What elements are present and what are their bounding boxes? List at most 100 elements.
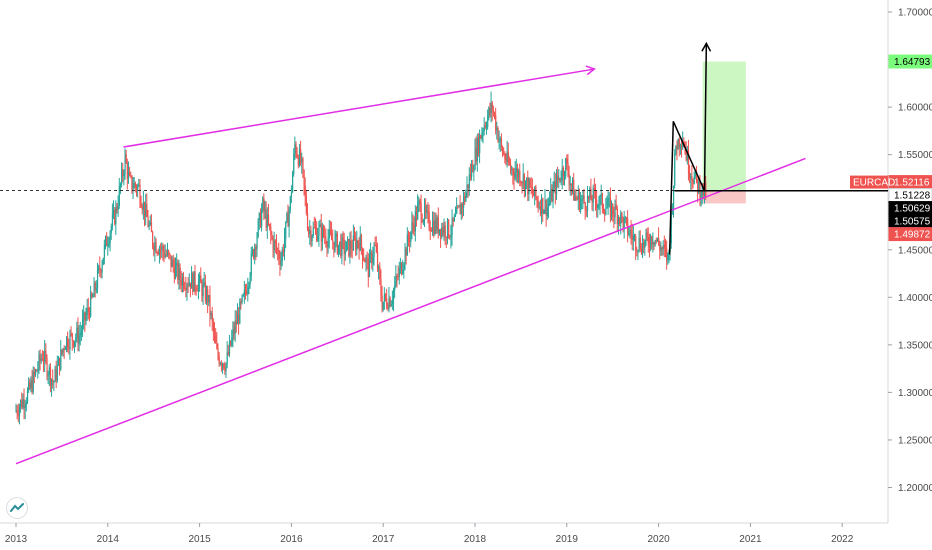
candle-body bbox=[555, 175, 558, 195]
candle-body bbox=[505, 159, 507, 162]
candle-body bbox=[528, 179, 530, 195]
candle-body bbox=[118, 186, 120, 206]
candle-body bbox=[28, 382, 30, 391]
candle-body bbox=[310, 230, 312, 242]
candle-body bbox=[95, 288, 98, 291]
candle-body bbox=[101, 264, 103, 273]
candle-body bbox=[160, 249, 162, 251]
candle-body bbox=[629, 229, 631, 234]
candle-body bbox=[418, 200, 420, 205]
candle-body bbox=[663, 244, 666, 248]
candle-body bbox=[531, 187, 534, 194]
candle-body bbox=[481, 132, 483, 139]
candle-body bbox=[591, 200, 593, 203]
candle-body bbox=[296, 154, 298, 158]
time-tick-label: 2015 bbox=[188, 534, 211, 545]
candle-body bbox=[153, 245, 155, 251]
time-axis[interactable]: 2013 2014 2015 2016 2017 2018 2019 2020 2021 2022 bbox=[5, 523, 854, 545]
candle-body bbox=[384, 293, 387, 299]
candle-body bbox=[373, 244, 375, 257]
candle-body bbox=[358, 243, 360, 251]
candle-body bbox=[212, 321, 215, 332]
candle-body bbox=[368, 254, 371, 278]
candle-body bbox=[130, 175, 132, 177]
candle-body bbox=[678, 139, 680, 148]
candle-body bbox=[660, 247, 662, 251]
candle-body bbox=[267, 214, 270, 225]
candle-body bbox=[25, 402, 28, 406]
candle-body bbox=[512, 168, 514, 175]
candle-body bbox=[61, 349, 63, 353]
candle-body bbox=[583, 195, 585, 203]
candle-body bbox=[35, 370, 37, 375]
price-axis[interactable]: 1.700001.650001.600001.550001.500001.450… bbox=[888, 8, 932, 495]
candle-body bbox=[599, 196, 601, 205]
candle-body bbox=[156, 252, 158, 254]
price-tick-label: 1.35000 bbox=[898, 340, 932, 351]
candle-body bbox=[261, 210, 263, 227]
candle-body bbox=[306, 213, 309, 229]
candle-body bbox=[458, 205, 460, 208]
candle-body bbox=[258, 213, 260, 221]
candle-body bbox=[232, 329, 234, 338]
candle-body bbox=[585, 210, 588, 212]
candle-body bbox=[287, 213, 289, 227]
projection-path bbox=[668, 43, 708, 255]
candle-body bbox=[666, 248, 668, 261]
candle-body bbox=[516, 167, 519, 178]
candle-body bbox=[111, 214, 114, 227]
candle-body bbox=[390, 303, 392, 307]
candle-body bbox=[388, 298, 390, 310]
candle-body bbox=[91, 293, 93, 297]
candle-body bbox=[676, 146, 678, 150]
candle-body bbox=[520, 182, 522, 184]
candle-body bbox=[697, 178, 699, 193]
logo-icon bbox=[10, 503, 24, 512]
candle-body bbox=[456, 207, 458, 215]
candle-body bbox=[294, 144, 296, 154]
candle-body bbox=[21, 400, 23, 408]
candle-body bbox=[36, 370, 38, 372]
candle-body bbox=[195, 287, 197, 291]
candle-body bbox=[325, 237, 327, 244]
candle-body bbox=[323, 227, 325, 236]
candle-body bbox=[437, 217, 439, 234]
candle-body bbox=[673, 185, 675, 209]
candle-body bbox=[334, 236, 336, 251]
candle-body bbox=[628, 233, 630, 235]
candle-body bbox=[484, 125, 487, 128]
candle-body bbox=[625, 217, 628, 219]
candle-body bbox=[469, 174, 472, 177]
candle-body bbox=[180, 280, 182, 286]
candle-body bbox=[475, 147, 477, 162]
candle-body bbox=[45, 350, 47, 359]
candle-body bbox=[681, 146, 683, 148]
candle-body bbox=[56, 365, 59, 381]
candle-body bbox=[207, 289, 209, 303]
candle-body bbox=[524, 180, 527, 191]
candle-body bbox=[508, 162, 511, 165]
candle-body bbox=[32, 371, 34, 392]
candle-body bbox=[670, 211, 672, 244]
candle-body bbox=[333, 241, 335, 251]
candle-body bbox=[278, 250, 280, 259]
tradingview-logo[interactable] bbox=[6, 497, 28, 519]
candle-body bbox=[606, 206, 608, 209]
candle-body bbox=[20, 400, 22, 407]
candle-body bbox=[623, 218, 625, 230]
candle-body bbox=[600, 193, 602, 197]
candle-body bbox=[142, 201, 145, 210]
candle-body bbox=[567, 162, 569, 175]
candle-body bbox=[48, 367, 50, 376]
candle-body bbox=[149, 222, 151, 225]
candle-body bbox=[26, 390, 29, 403]
candle-body bbox=[561, 167, 563, 181]
price-tick-label: 1.70000 bbox=[898, 8, 932, 19]
candle-body bbox=[438, 229, 441, 234]
candle-body bbox=[230, 341, 232, 346]
candle-body bbox=[463, 195, 465, 208]
candle-body bbox=[271, 234, 273, 239]
candle-body bbox=[441, 227, 443, 237]
candle-body bbox=[359, 235, 361, 251]
